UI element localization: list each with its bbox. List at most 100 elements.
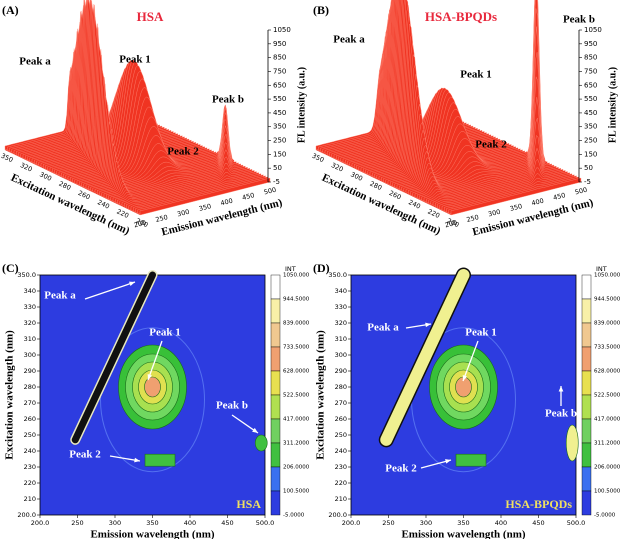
colorbar-tick-label: 628.0000 xyxy=(594,369,621,375)
y-tick-label: 200.0 xyxy=(328,511,347,519)
y-tick-label: 200 xyxy=(444,219,458,230)
peak-label: Peak 1 xyxy=(119,54,150,66)
colorbar-tick-label: 522.5000 xyxy=(283,393,310,399)
y-tick-label: 500 xyxy=(263,186,277,197)
x-tick-label: 400 xyxy=(495,519,507,527)
peak-label: Peak a xyxy=(367,322,399,334)
y-tick-label: 270 xyxy=(335,399,347,407)
z-tick-label: 350 xyxy=(584,123,597,131)
x-tick-label: 300 xyxy=(38,170,53,183)
z-tick-label: 750 xyxy=(584,67,597,75)
colorbar-segment xyxy=(581,346,592,372)
peak-label: Peak 2 xyxy=(69,449,101,461)
y-tick-label: 290 xyxy=(24,367,36,375)
y-tick-label: 340 xyxy=(335,287,347,295)
colorbar-tick-label: 100.5000 xyxy=(594,489,621,495)
y-tick-label: 340 xyxy=(24,287,36,295)
colorbar-segment xyxy=(581,394,592,420)
panel: Peak a Peak 1 Peak b Peak 2 HSA 200.0 250 300 35… xyxy=(2,261,310,539)
panel-label: (D) xyxy=(313,261,330,275)
peak-label: Peak a xyxy=(44,290,76,302)
y-tick-label: 500 xyxy=(574,186,588,197)
y-tick-label: 320 xyxy=(335,319,347,327)
surface-strip xyxy=(419,26,550,201)
peakb-region xyxy=(565,424,579,462)
arrow-head xyxy=(252,427,258,433)
x-tick-label: 500.0 xyxy=(567,519,586,527)
y-tick-label: 270 xyxy=(24,399,36,407)
colorbar-segment xyxy=(581,466,592,492)
colorbar-segment xyxy=(581,274,592,300)
x-tick-label: 450 xyxy=(221,519,233,527)
surface-strip xyxy=(139,177,271,216)
y-tick-label: 240 xyxy=(24,447,36,455)
colorbar-tick-label: 733.5000 xyxy=(283,345,310,351)
peak-label: Peak b xyxy=(563,14,595,26)
panel: Peak a Peak 1 Peak b Peak 2 HSA-BPQDs 200.0 25… xyxy=(313,261,621,539)
surface-strip xyxy=(412,0,544,197)
contour-ring xyxy=(144,376,161,398)
colorbar-segment xyxy=(270,466,281,492)
x-tick-label: 260 xyxy=(388,189,403,202)
x-axis-label: Emission wavelength (nm) xyxy=(401,529,525,539)
y-tick-label: 300 xyxy=(176,208,190,219)
scatter-band xyxy=(71,271,156,444)
z-tick-label: 250 xyxy=(273,137,286,145)
x-tick-label: 350 xyxy=(0,152,14,165)
y-tick-label: 220 xyxy=(24,479,36,487)
surface-strip xyxy=(106,118,237,200)
panel-title: HSA-BPQDs xyxy=(425,9,497,24)
z-tick-label: 450 xyxy=(273,109,286,117)
z-tick-label: 1050 xyxy=(273,26,291,34)
arrow-head xyxy=(425,322,431,328)
z-tick-label: 750 xyxy=(273,67,286,75)
colorbar-tick-label: 839.0000 xyxy=(283,321,310,327)
arrow xyxy=(462,340,479,382)
y-tick-label: 200 xyxy=(133,219,147,230)
y-tick-label: 250 xyxy=(24,431,36,439)
panel-label: (A) xyxy=(2,3,19,17)
arrow-head xyxy=(558,386,564,392)
z-tick-label: 350 xyxy=(273,123,286,131)
y-tick-label: 280 xyxy=(335,383,347,391)
z-axis-label: FL intensity (a.u.) xyxy=(607,67,618,143)
y-tick-label: 310 xyxy=(24,335,36,343)
x-tick-label: 400 xyxy=(184,519,196,527)
x-tick-label: 350 xyxy=(146,519,158,527)
y-tick-label: 230 xyxy=(24,463,36,471)
surface-strip xyxy=(435,158,566,208)
panel: 1050 950 850 750 650 550 450 350 250 150 50 -5 FL in… xyxy=(311,0,618,238)
surface-strip xyxy=(450,177,582,216)
x-tick-label: 300 xyxy=(109,519,121,527)
surface-strip xyxy=(414,0,546,198)
y-tick-label: 200.0 xyxy=(17,511,36,519)
colorbar-title: INT xyxy=(596,265,607,273)
colorbar-segment xyxy=(270,322,281,348)
y-tick-label: 210 xyxy=(335,495,347,503)
y-tick-label: 320 xyxy=(24,319,36,327)
peakb-region xyxy=(254,434,268,452)
surface-strip xyxy=(410,0,541,196)
y-tick-label: 210 xyxy=(24,495,36,503)
surface-strip xyxy=(117,156,248,205)
peak2-region xyxy=(455,453,487,467)
peak-label: Peak b xyxy=(212,94,244,106)
peak-label: Peak a xyxy=(333,34,365,46)
y-tick-label: 290 xyxy=(335,367,347,375)
y-tick-label: 450 xyxy=(552,191,566,202)
colorbar-tick-label: 100.5000 xyxy=(283,489,310,495)
x-tick-label: 350 xyxy=(457,519,469,527)
panel-label: (C) xyxy=(2,261,19,275)
panel-title: HSA xyxy=(236,497,261,511)
z-tick-label: -5 xyxy=(584,178,591,186)
colorbar-tick-label: 839.0000 xyxy=(594,321,621,327)
peak-label: Peak 2 xyxy=(167,146,199,158)
z-tick-label: -5 xyxy=(273,178,280,186)
colorbar-segment xyxy=(581,322,592,348)
y-tick-label: 350 xyxy=(198,202,212,213)
z-tick-label: 550 xyxy=(273,95,286,103)
panel-title: HSA xyxy=(137,9,164,24)
arrow-head xyxy=(129,281,135,286)
y-tick-label: 240 xyxy=(335,447,347,455)
